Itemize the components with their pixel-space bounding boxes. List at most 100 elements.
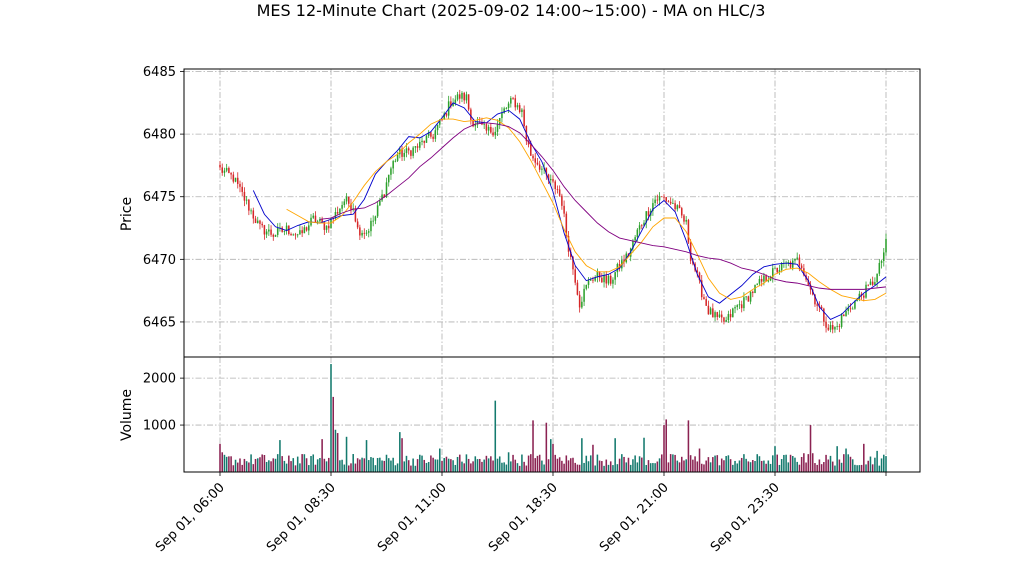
volume-bar	[419, 454, 421, 472]
volume-bar	[607, 464, 610, 472]
volume-bar	[863, 443, 865, 472]
candle-body	[838, 326, 841, 327]
candle-body	[636, 229, 639, 238]
candle-body	[301, 230, 303, 234]
volume-bar	[827, 459, 830, 472]
candle-body	[607, 275, 610, 284]
candle-body	[718, 314, 721, 317]
candle-body	[505, 107, 508, 109]
volume-bar	[328, 457, 330, 472]
moving-average-lines	[252, 102, 887, 320]
volume-bar	[221, 452, 223, 472]
candle-body	[663, 196, 665, 198]
candle-body	[643, 222, 645, 226]
candle-body	[840, 314, 843, 327]
volume-bar	[747, 461, 750, 472]
volume-bar	[230, 456, 232, 472]
volume-bar	[232, 465, 235, 472]
volume-bar	[476, 459, 479, 472]
volume-bar	[643, 437, 645, 472]
candle-body	[827, 327, 830, 330]
volume-bar	[594, 465, 596, 472]
volume-bar	[279, 440, 281, 472]
candle-body	[501, 112, 503, 119]
candle-body	[347, 196, 350, 204]
volume-bar	[425, 462, 428, 472]
candle-body	[365, 232, 368, 234]
price-panel-frame	[183, 68, 921, 358]
volume-bar	[625, 462, 628, 472]
candle-body	[705, 299, 707, 306]
volume-bar	[849, 456, 852, 472]
volume-bar	[374, 465, 377, 472]
volume-bar	[609, 461, 612, 472]
candle-body	[494, 131, 497, 136]
price-tick-label: 6470	[143, 253, 176, 268]
volume-bar	[474, 456, 477, 472]
volume-bar	[423, 459, 426, 472]
volume-bar	[383, 460, 386, 472]
candle-body	[374, 216, 377, 221]
candle-body	[270, 229, 272, 235]
candle-body	[871, 281, 874, 285]
volume-bar	[385, 454, 388, 472]
candle-body	[656, 199, 659, 201]
volume-bar	[503, 462, 505, 472]
volume-bar	[696, 461, 699, 472]
ma-line-1	[252, 102, 887, 320]
volume-bar	[250, 454, 252, 472]
volume-bar	[556, 458, 559, 472]
candle-body	[743, 297, 745, 309]
volume-bar	[687, 420, 690, 472]
volume-grid	[184, 357, 920, 472]
volume-bar	[647, 460, 650, 472]
candle-body	[807, 279, 810, 285]
candle-body	[245, 199, 248, 201]
volume-bar	[543, 464, 545, 472]
volume-bar	[396, 463, 399, 472]
candle-body	[765, 275, 767, 282]
volume-bar	[430, 455, 432, 472]
volume-bar	[345, 436, 348, 472]
volume-bar	[738, 460, 741, 472]
volume-bar	[359, 459, 361, 472]
volume-bars	[219, 364, 887, 472]
volume-bar	[840, 462, 843, 472]
candle-body	[425, 135, 428, 143]
candle-body	[798, 257, 801, 266]
volume-bar	[290, 461, 292, 472]
chart-title: MES 12-Minute Chart (2025-09-02 14:00~15…	[257, 1, 766, 20]
volume-bar	[589, 455, 592, 472]
candle-body	[254, 218, 257, 223]
price-tick-label: 6480	[143, 128, 176, 143]
volume-bar	[883, 454, 885, 472]
candle-body	[250, 210, 252, 212]
candle-body	[410, 150, 412, 156]
volume-bar	[521, 454, 523, 472]
candle-body	[265, 231, 268, 235]
candle-body	[432, 136, 434, 139]
candle-body	[638, 225, 641, 230]
volume-bar	[740, 457, 743, 472]
volume-bar	[458, 454, 461, 472]
volume-bar	[410, 465, 412, 472]
candle-body	[572, 256, 574, 270]
candle-body	[774, 267, 776, 269]
candle-body	[754, 284, 756, 294]
candle-body	[283, 230, 286, 232]
candle-body	[645, 211, 648, 223]
candle-body	[356, 221, 359, 228]
candle-body	[312, 215, 315, 218]
volume-bar	[518, 465, 521, 472]
candle-body	[516, 105, 519, 108]
volume-bar	[845, 448, 847, 472]
candle-body	[507, 103, 510, 108]
candle-body	[767, 280, 770, 282]
candle-body	[707, 305, 710, 315]
volume-bar	[225, 456, 228, 472]
volume-bar	[596, 454, 599, 472]
x-axis: Sep 01, 06:00 Sep 01, 08:30 Sep 01, 11:00 S…	[153, 472, 887, 555]
candle-body	[547, 174, 550, 181]
candle-body	[336, 212, 339, 214]
